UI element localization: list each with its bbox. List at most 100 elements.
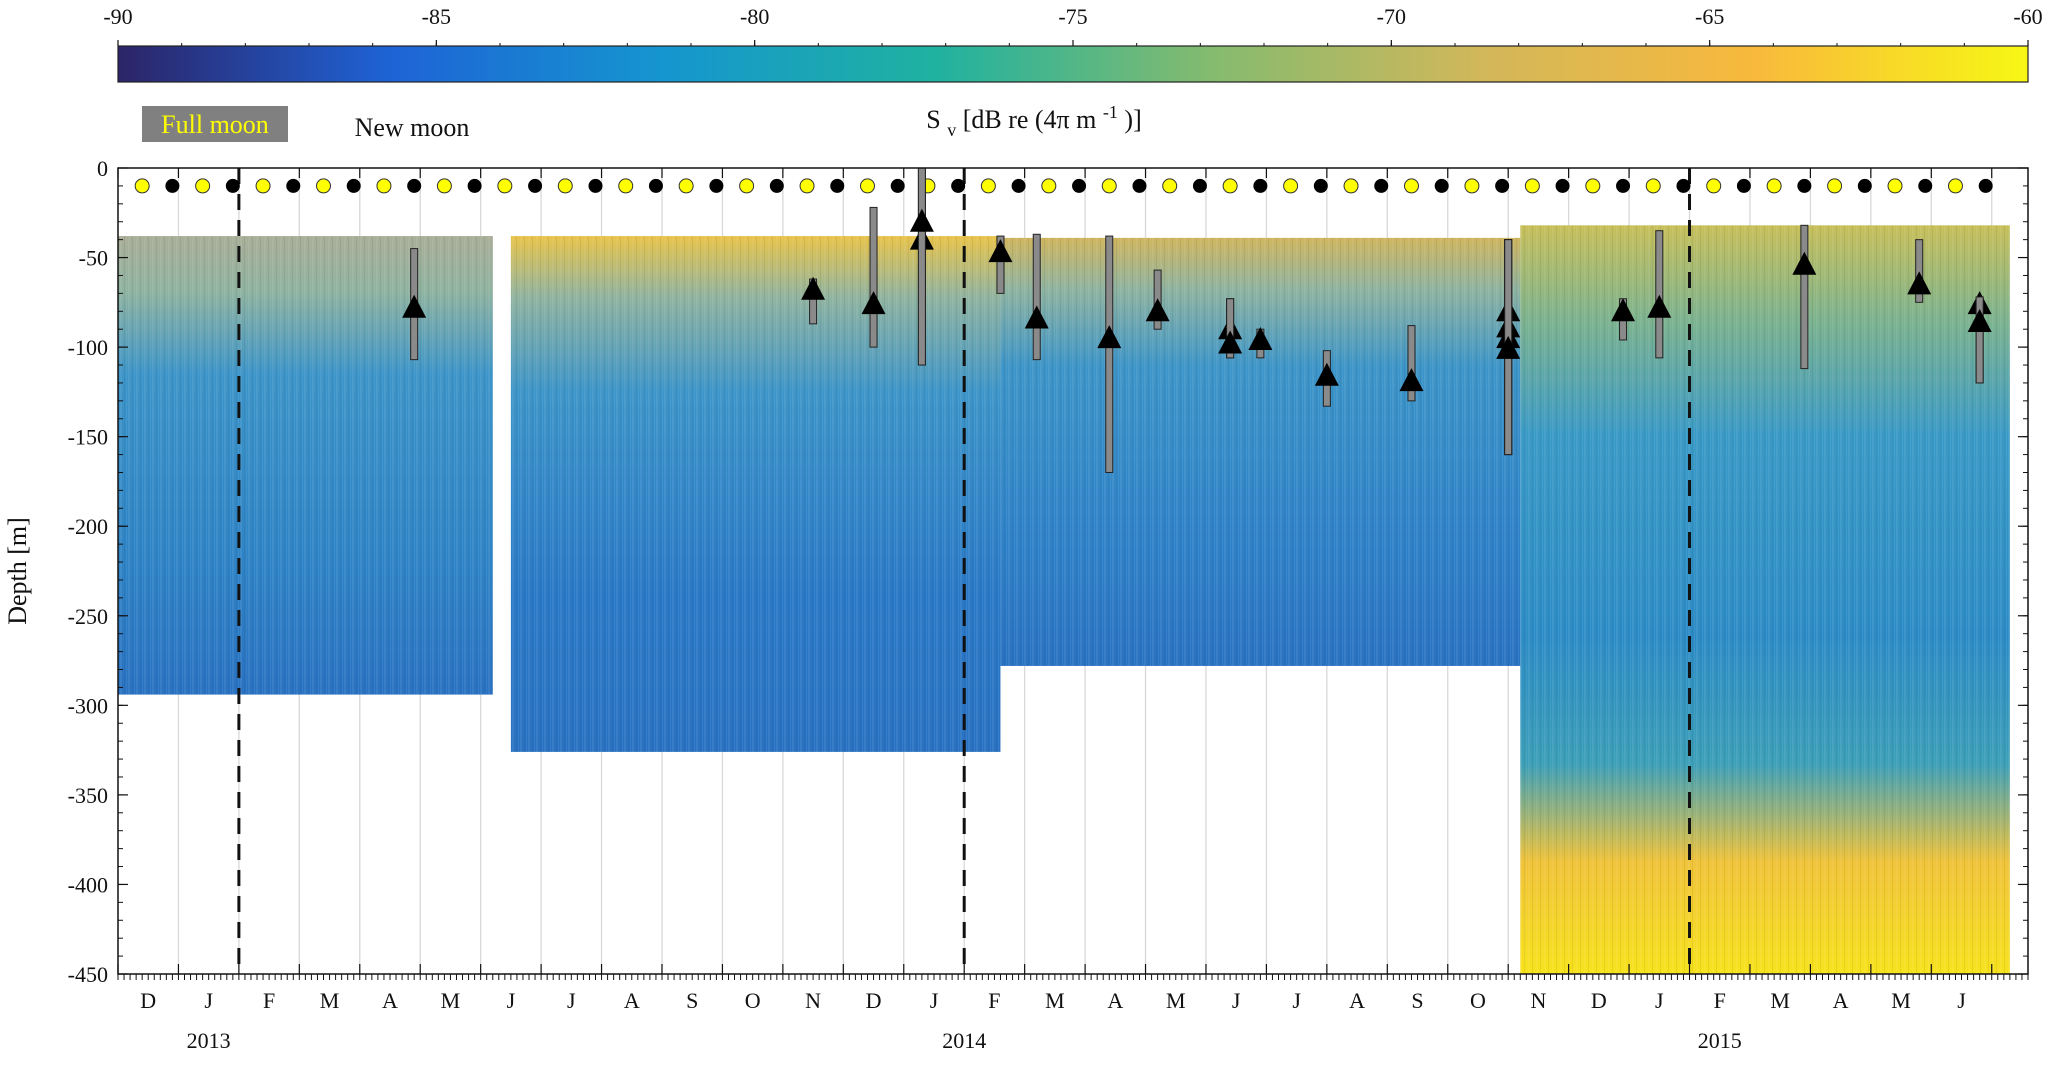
full-moon-marker — [1766, 178, 1782, 194]
full-moon-marker — [739, 178, 755, 194]
x-month-label: N — [1530, 988, 1546, 1013]
full-moon-marker — [1101, 178, 1117, 194]
x-month-label: D — [866, 988, 882, 1013]
colorbar-tick-label: -75 — [1058, 4, 1087, 29]
new-moon-marker — [1313, 178, 1328, 193]
new-moon-marker — [1374, 178, 1389, 193]
x-month-label: M — [1045, 988, 1065, 1013]
event-triangle-marker — [909, 208, 934, 232]
x-month-label: J — [1292, 988, 1301, 1013]
x-month-label: J — [507, 988, 516, 1013]
event-triangle-marker — [988, 239, 1013, 263]
colorbar-tick-label: -70 — [1377, 4, 1406, 29]
new-moon-marker — [1192, 178, 1207, 193]
event-triangle-marker — [1647, 294, 1672, 318]
event-markers — [402, 167, 1992, 473]
full-moon-marker — [980, 178, 996, 194]
full-moon-marker — [557, 178, 573, 194]
plot-area: 0 -50 -100 -150 -200 -250 -300 -350 -400 -450 D J F… — [3, 156, 2029, 1053]
full-moon-marker — [678, 178, 694, 194]
x-axis: D J F M A M J J A S O N D J F M A M J J A S O N D J F M A M J 2013 2014 2… — [117, 168, 2029, 1053]
colorbar-label-sup: -1 — [1103, 102, 1118, 122]
full-moon-legend-box — [142, 106, 288, 142]
full-moon-marker — [1524, 178, 1540, 194]
deployment-texture — [118, 236, 493, 695]
event-range-bar — [1975, 296, 1984, 384]
x-month-label: A — [382, 988, 398, 1013]
x-year-label: 2013 — [187, 1028, 231, 1053]
event-triangle-marker — [1611, 298, 1636, 322]
year-boundary-lines — [237, 168, 1692, 974]
x-month-label: A — [1107, 988, 1123, 1013]
full-moon-marker — [376, 178, 392, 194]
x-month-label: S — [1411, 988, 1423, 1013]
full-moon-marker — [1706, 178, 1722, 194]
new-moon-marker — [1736, 178, 1751, 193]
deployment-texture — [510, 236, 1001, 752]
colorbar-ticks: -90 -85 -80 -75 -70 -65 -60 — [103, 4, 2043, 46]
full-moon-marker — [1283, 178, 1299, 194]
colorbar-tick-label: -80 — [740, 4, 769, 29]
x-month-label: F — [988, 988, 1000, 1013]
colorbar-label-sub: v — [947, 120, 956, 140]
event-triangle-marker — [402, 294, 427, 318]
y-tick-label: -100 — [68, 335, 108, 360]
event-triangle-marker — [1218, 330, 1243, 354]
new-moon-marker — [1676, 178, 1691, 193]
y-axis: 0 -50 -100 -150 -200 -250 -300 -350 -400 -450 — [68, 156, 2028, 987]
event-triangle-marker — [801, 276, 826, 300]
x-month-label: J — [567, 988, 576, 1013]
new-moon-marker — [1434, 178, 1449, 193]
event-triangle-marker — [1792, 251, 1817, 275]
full-moon-marker — [1403, 178, 1419, 194]
full-moon-marker — [1585, 178, 1601, 194]
event-range-bar — [1032, 233, 1041, 361]
x-month-label: S — [686, 988, 698, 1013]
full-moon-marker — [195, 178, 211, 194]
full-moon-marker — [799, 178, 815, 194]
legend: Full moon New moon — [142, 106, 469, 142]
x-month-label: J — [930, 988, 939, 1013]
event-range-bar — [917, 167, 926, 366]
new-moon-marker — [1978, 178, 1993, 193]
full-moon-marker — [1947, 178, 1963, 194]
full-moon-marker — [1887, 178, 1903, 194]
event-triangle-marker — [1145, 298, 1170, 322]
full-moon-marker — [1827, 178, 1843, 194]
full-moon-marker — [859, 178, 875, 194]
colorbar-label-main: S — [926, 105, 940, 134]
colorbar-scale — [117, 45, 2029, 83]
new-moon-marker — [407, 178, 422, 193]
x-month-label: F — [1714, 988, 1726, 1013]
full-moon-marker — [1343, 178, 1359, 194]
full-moon-marker — [1222, 178, 1238, 194]
x-month-label: J — [1655, 988, 1664, 1013]
y-tick-label: -150 — [68, 425, 108, 450]
deployment-echograms — [118, 225, 2010, 974]
event-triangle-marker — [1907, 271, 1932, 295]
new-moon-marker — [1797, 178, 1812, 193]
new-moon-marker — [769, 178, 784, 193]
new-moon-marker — [225, 178, 240, 193]
new-moon-legend-label: New moon — [355, 113, 470, 142]
x-month-label: J — [204, 988, 213, 1013]
colorbar-label: S v [dB re (4π m -1 )] — [926, 95, 1142, 142]
full-moon-marker — [1464, 178, 1480, 194]
x-month-label: M — [1770, 988, 1790, 1013]
event-range-bar — [1915, 239, 1924, 303]
full-moon-legend-label: Full moon — [161, 110, 269, 139]
full-moon-marker — [1645, 178, 1661, 194]
event-triangle-marker — [1967, 309, 1992, 333]
y-tick-label: -250 — [68, 604, 108, 629]
y-tick-label: 0 — [97, 156, 108, 181]
full-moon-marker — [1041, 178, 1057, 194]
colorbar-tick-label: -85 — [422, 4, 451, 29]
x-month-label: D — [140, 988, 156, 1013]
y-tick-label: -50 — [79, 246, 108, 271]
event-triangle-marker — [861, 291, 886, 315]
colorbar-label-rest: [dB re (4π m — [963, 105, 1097, 134]
new-moon-marker — [1555, 178, 1570, 193]
full-moon-marker — [436, 178, 452, 194]
colorbar-tick-label: -65 — [1695, 4, 1724, 29]
x-month-label: N — [805, 988, 821, 1013]
